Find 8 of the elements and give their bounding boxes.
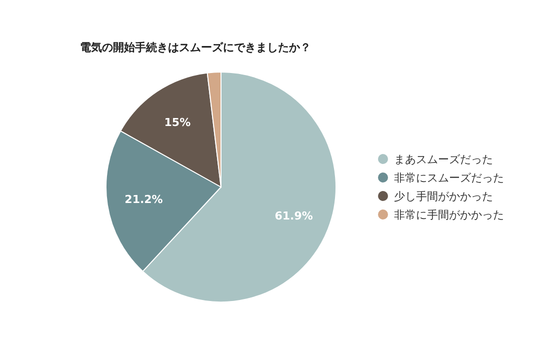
data-label: 15% xyxy=(164,116,191,130)
data-label: 21.2% xyxy=(124,193,163,206)
legend-label: 非常にスムーズだった xyxy=(394,172,504,184)
legend-label: 非常に手間がかかった xyxy=(394,208,504,222)
chart-title: 電気の開始手続きはスムーズにできましたか？ xyxy=(80,41,311,54)
legend-label: まあスムーズだった xyxy=(394,153,493,166)
data-label: 61.9% xyxy=(274,210,313,223)
legend-label: 少し手間がかかった xyxy=(394,190,493,203)
